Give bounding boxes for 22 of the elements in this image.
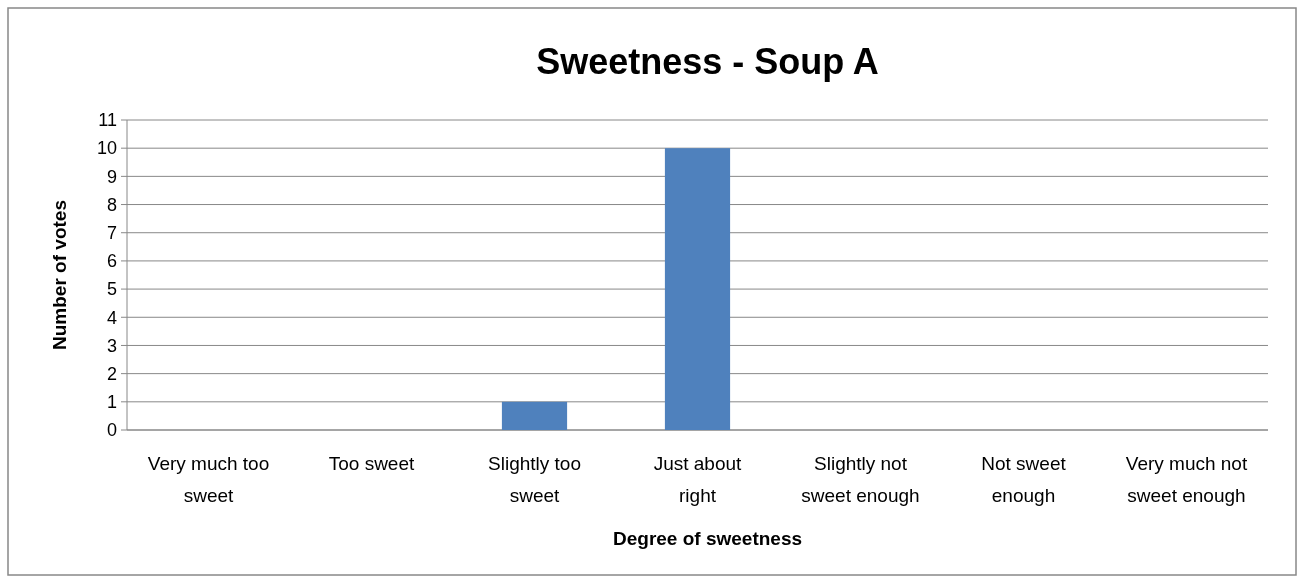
y-tick-label: 8 xyxy=(106,194,117,215)
y-tick-label: 11 xyxy=(98,110,117,131)
y-tick-label: 2 xyxy=(106,363,117,384)
y-axis-title: Number of votes xyxy=(49,200,70,350)
x-tick-label: Very much too sweet xyxy=(147,453,270,506)
x-tick-label: Slightly too sweet xyxy=(488,453,581,506)
y-tick-label: 5 xyxy=(106,279,117,300)
x-tick-label: Just about right xyxy=(653,453,743,506)
y-tick-label: 0 xyxy=(106,420,117,441)
x-axis-title: Degree of sweetness xyxy=(612,528,803,549)
x-tick-label: Too sweet xyxy=(328,453,415,474)
chart-title: Sweetness - Soup A xyxy=(536,41,879,82)
x-tick-label: Slightly not sweet enough xyxy=(801,453,920,506)
y-tick-label: 9 xyxy=(106,166,117,187)
y-tick-label: 3 xyxy=(106,335,117,356)
y-tick-label: 4 xyxy=(106,307,117,328)
y-tick-label: 6 xyxy=(106,251,117,272)
y-tick-label: 7 xyxy=(106,223,117,244)
y-tick-label: 1 xyxy=(106,392,117,413)
x-tick-label: Very much not sweet enough xyxy=(1125,453,1248,506)
y-tick-label: 10 xyxy=(96,138,117,159)
x-tick-label: Not sweet enough xyxy=(981,453,1067,506)
